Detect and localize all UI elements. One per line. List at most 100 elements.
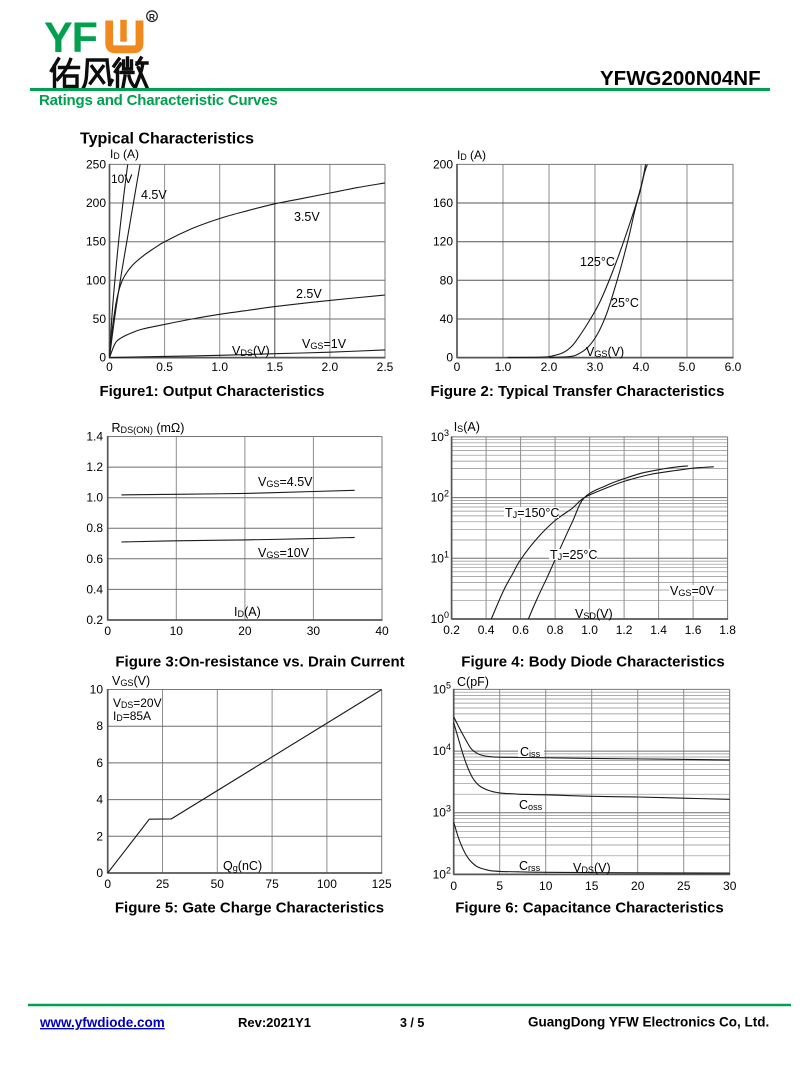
svg-text:50: 50: [211, 877, 225, 891]
svg-text:1.4: 1.4: [650, 623, 667, 637]
svg-text:2.0: 2.0: [541, 360, 558, 374]
svg-text:VGS​=1V: VGS​=1V: [302, 337, 347, 351]
svg-text:IS​(A): IS​(A): [454, 420, 480, 434]
svg-text:RDS(ON)​ (mΩ): RDS(ON)​ (mΩ): [112, 421, 185, 435]
svg-text:4.0: 4.0: [633, 360, 650, 374]
svg-text:0.4: 0.4: [86, 582, 103, 596]
svg-text:250: 250: [86, 157, 106, 171]
svg-text:Figure 5: Gate Charge Characte: Figure 5: Gate Charge Characteristics: [115, 900, 384, 917]
svg-text:125°C: 125°C: [580, 255, 615, 269]
svg-text:20: 20: [631, 879, 645, 893]
svg-text:0: 0: [106, 360, 113, 374]
svg-text:VGS​(V): VGS​(V): [112, 674, 150, 688]
svg-text:2: 2: [96, 829, 103, 843]
svg-text:4: 4: [96, 793, 103, 807]
svg-text:3.0: 3.0: [587, 360, 604, 374]
svg-text:1.8: 1.8: [719, 623, 736, 637]
svg-text:5.0: 5.0: [679, 360, 696, 374]
svg-text:30: 30: [723, 879, 737, 893]
svg-text:1.0: 1.0: [211, 360, 228, 374]
svg-text:30: 30: [307, 624, 321, 638]
svg-text:Coss​: Coss​: [519, 798, 543, 812]
svg-text:0: 0: [454, 360, 461, 374]
svg-text:80: 80: [440, 273, 454, 287]
svg-text:VGS​(V): VGS​(V): [586, 345, 624, 359]
svg-text:15: 15: [585, 879, 599, 893]
svg-text:0.2: 0.2: [86, 613, 103, 627]
svg-text:102: 102: [431, 489, 449, 505]
svg-text:1.5: 1.5: [266, 360, 283, 374]
svg-text:40: 40: [440, 312, 454, 326]
svg-text:160: 160: [433, 196, 453, 210]
svg-text:0: 0: [104, 624, 111, 638]
svg-text:VGS​=10V: VGS​=10V: [258, 546, 310, 560]
svg-text:10: 10: [170, 624, 184, 638]
svg-text:1.4: 1.4: [86, 430, 103, 444]
svg-text:Crss​: Crss​: [519, 859, 541, 873]
svg-text:Figure 4: Body Diode Character: Figure 4: Body Diode Characteristics: [461, 654, 724, 671]
svg-text:103: 103: [433, 804, 451, 820]
svg-text:VDS​(V): VDS​(V): [573, 861, 611, 875]
svg-text:25: 25: [156, 877, 170, 891]
svg-text:VGS​=0V: VGS​=0V: [670, 584, 715, 598]
svg-text:50: 50: [93, 312, 107, 326]
svg-text:R: R: [149, 12, 155, 22]
svg-text:101: 101: [431, 549, 449, 565]
svg-text:10: 10: [539, 879, 553, 893]
svg-text:1.0: 1.0: [86, 491, 103, 505]
svg-text:YF: YF: [44, 14, 97, 62]
svg-text:Ciss​: Ciss​: [520, 745, 541, 759]
svg-text:105: 105: [433, 680, 451, 696]
svg-text:Figure 3:On-resistance vs. Dra: Figure 3:On-resistance vs. Drain Current: [115, 654, 404, 671]
svg-text:25°C: 25°C: [611, 296, 639, 310]
svg-text:0: 0: [96, 866, 103, 880]
svg-text:0: 0: [104, 877, 111, 891]
svg-text:100: 100: [86, 273, 106, 287]
svg-text:150: 150: [86, 235, 106, 249]
svg-text:25: 25: [677, 879, 691, 893]
svg-text:104: 104: [433, 742, 451, 758]
svg-text:Qg​(nC): Qg​(nC): [223, 859, 262, 873]
svg-text:0.4: 0.4: [478, 623, 495, 637]
svg-text:0.6: 0.6: [512, 623, 529, 637]
svg-text:0.8: 0.8: [86, 521, 103, 535]
svg-text:125: 125: [372, 877, 392, 891]
svg-text:1.2: 1.2: [616, 623, 633, 637]
svg-text:1.0: 1.0: [495, 360, 512, 374]
svg-text:100: 100: [317, 877, 337, 891]
svg-text:2.5V: 2.5V: [296, 287, 322, 301]
svg-text:10: 10: [90, 683, 104, 697]
svg-text:Figure1: Output Characteristic: Figure1: Output Characteristics: [99, 383, 324, 400]
svg-text:VGS​=4.5V: VGS​=4.5V: [258, 475, 313, 489]
svg-text:ID​(A): ID​(A): [234, 605, 261, 619]
svg-text:1.2: 1.2: [86, 460, 103, 474]
svg-text:2.0: 2.0: [322, 360, 339, 374]
svg-text:0.8: 0.8: [547, 623, 564, 637]
svg-text:120: 120: [433, 235, 453, 249]
svg-text:Ratings and Characteristic Cur: Ratings and Characteristic Curves: [39, 92, 277, 109]
svg-text:6: 6: [96, 756, 103, 770]
svg-text:0: 0: [99, 351, 106, 365]
svg-text:8: 8: [96, 719, 103, 733]
svg-text:Figure 6: Capacitance Characte: Figure 6: Capacitance Characteristics: [455, 900, 723, 917]
svg-text:200: 200: [433, 157, 453, 171]
svg-text:6.0: 6.0: [725, 360, 742, 374]
svg-text:Figure 2: Typical Transfer Cha: Figure 2: Typical Transfer Characteristi…: [430, 383, 724, 400]
svg-text:C(pF): C(pF): [457, 675, 489, 689]
svg-text:TJ​=150°C: TJ​=150°C: [505, 506, 559, 520]
svg-text:10V: 10V: [111, 172, 132, 186]
svg-text:1.6: 1.6: [685, 623, 702, 637]
svg-text:0.6: 0.6: [86, 552, 103, 566]
svg-text:1.0: 1.0: [581, 623, 598, 637]
svg-text:5: 5: [496, 879, 503, 893]
svg-text:103: 103: [431, 428, 449, 444]
svg-text:0: 0: [450, 879, 457, 893]
svg-text:Rev:2021Y1: Rev:2021Y1: [238, 1015, 311, 1030]
svg-text:0.5: 0.5: [156, 360, 173, 374]
svg-text:3.5V: 3.5V: [294, 210, 320, 224]
svg-text:VDS​(V): VDS​(V): [232, 344, 270, 358]
svg-text:www.yfwdiode.com: www.yfwdiode.com: [39, 1015, 165, 1030]
svg-text:40: 40: [375, 624, 389, 638]
svg-text:200: 200: [86, 196, 106, 210]
svg-text:0.2: 0.2: [443, 623, 460, 637]
